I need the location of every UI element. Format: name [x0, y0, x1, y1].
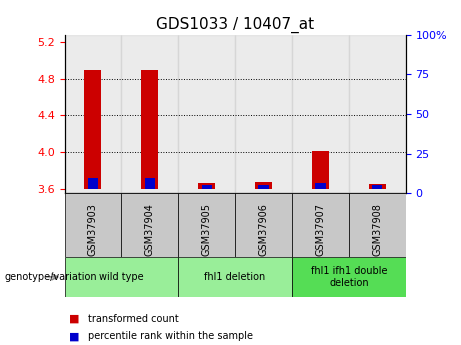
Bar: [255, 183, 272, 189]
Bar: [312, 151, 329, 189]
Bar: [178, 193, 235, 257]
Text: ■: ■: [69, 314, 80, 324]
Text: GSM37905: GSM37905: [201, 203, 212, 256]
Bar: [65, 34, 121, 193]
Bar: [349, 193, 406, 257]
Text: genotype/variation: genotype/variation: [5, 272, 97, 282]
Text: GSM37906: GSM37906: [259, 203, 269, 256]
Bar: [65, 193, 121, 257]
Text: fhl1 ifh1 double
deletion: fhl1 ifh1 double deletion: [311, 266, 387, 288]
Bar: [315, 183, 325, 189]
Bar: [372, 185, 382, 189]
Bar: [121, 193, 178, 257]
Bar: [145, 178, 155, 189]
Bar: [235, 34, 292, 193]
Text: GSM37903: GSM37903: [88, 203, 98, 256]
Bar: [369, 184, 386, 189]
Bar: [292, 34, 349, 193]
Text: wild type: wild type: [99, 272, 144, 282]
Text: GSM37908: GSM37908: [372, 203, 382, 256]
Title: GDS1033 / 10407_at: GDS1033 / 10407_at: [156, 17, 314, 33]
Bar: [235, 193, 292, 257]
Text: GSM37904: GSM37904: [145, 203, 155, 256]
Text: percentile rank within the sample: percentile rank within the sample: [88, 332, 253, 341]
Bar: [121, 34, 178, 193]
Bar: [178, 257, 292, 297]
Text: GSM37907: GSM37907: [315, 203, 325, 256]
Bar: [84, 70, 101, 189]
Bar: [142, 70, 159, 189]
Text: ■: ■: [69, 332, 80, 341]
Text: transformed count: transformed count: [88, 314, 178, 324]
Bar: [65, 257, 178, 297]
Bar: [88, 178, 98, 189]
Bar: [198, 183, 215, 189]
Bar: [292, 257, 406, 297]
Bar: [349, 34, 406, 193]
Text: fhl1 deletion: fhl1 deletion: [205, 272, 266, 282]
Bar: [292, 193, 349, 257]
Bar: [259, 185, 269, 189]
Bar: [201, 185, 212, 189]
Bar: [178, 34, 235, 193]
